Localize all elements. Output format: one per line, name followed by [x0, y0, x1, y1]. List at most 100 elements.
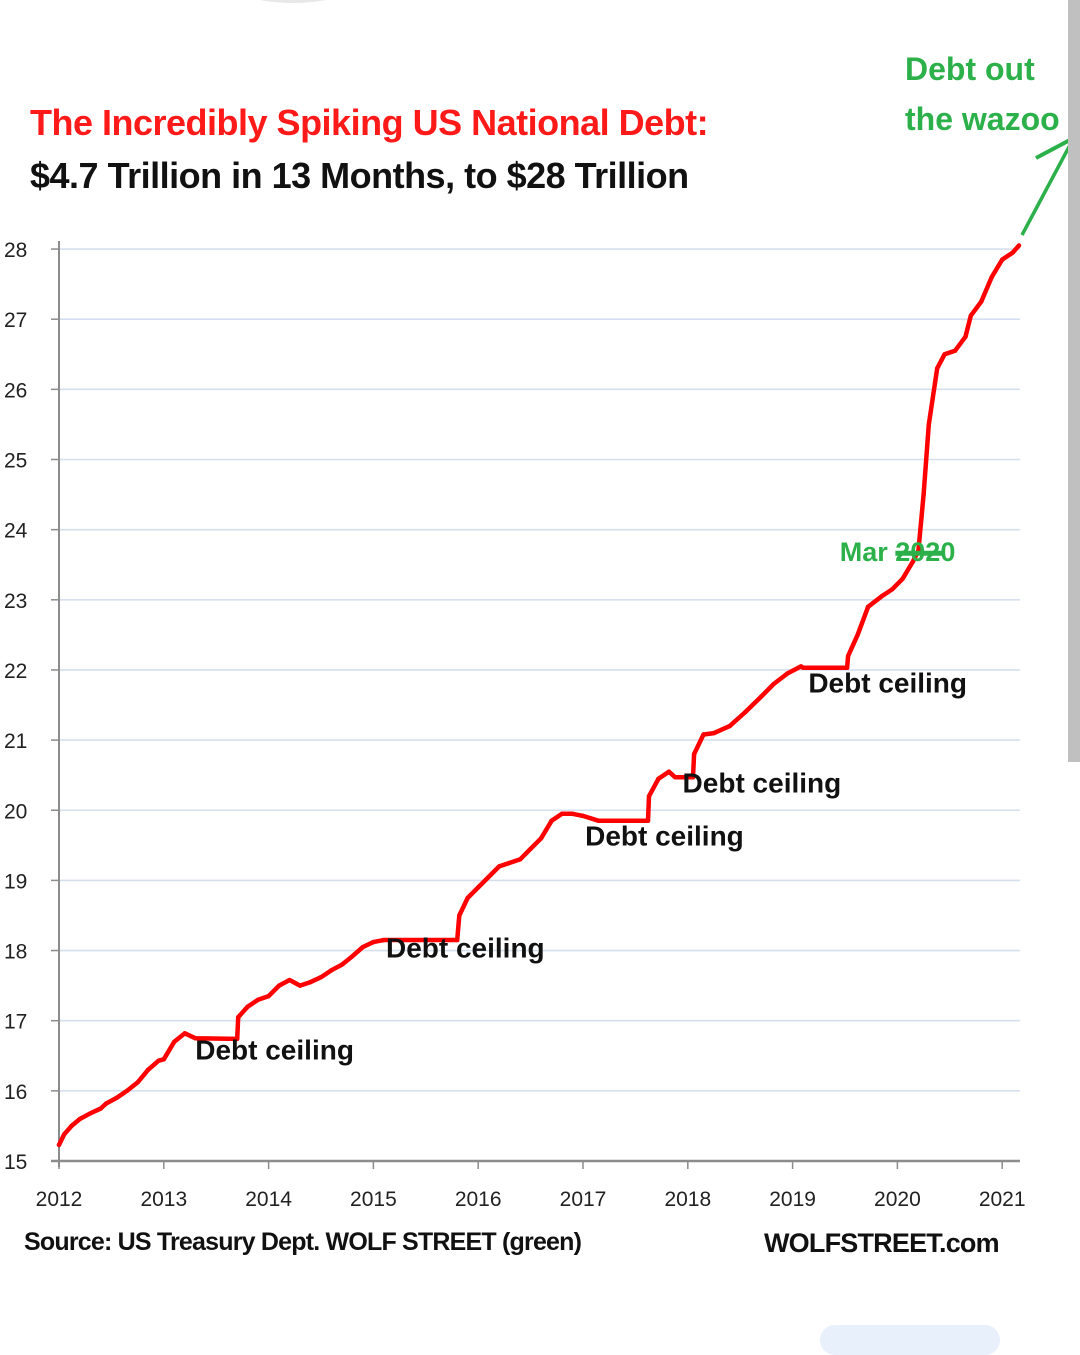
brand-text: WOLFSTREET.com	[764, 1228, 1000, 1258]
y-tick-label: 19	[4, 870, 27, 893]
series-layer	[56, 243, 1022, 1148]
data-point	[538, 836, 544, 841]
data-point	[691, 751, 697, 757]
data-point	[77, 1116, 83, 1122]
data-point	[1010, 250, 1015, 255]
data-point	[308, 979, 313, 985]
arrow-shaft	[1020, 144, 1072, 236]
y-tick-label: 20	[4, 800, 27, 823]
data-point	[889, 587, 895, 592]
y-tick-label: 15	[4, 1151, 27, 1174]
y-tick-label: 18	[4, 941, 27, 964]
data-point	[979, 299, 984, 304]
x-tick-label: 2014	[245, 1188, 292, 1211]
y-tick-label: 27	[4, 309, 27, 332]
data-point	[900, 576, 905, 581]
data-point	[182, 1031, 187, 1036]
data-point	[360, 944, 366, 950]
data-point	[297, 983, 303, 988]
data-point	[517, 857, 523, 862]
data-point	[476, 885, 481, 890]
y-tick-label: 16	[4, 1081, 27, 1104]
data-point	[800, 665, 806, 671]
x-tick-label: 2017	[560, 1188, 607, 1211]
data-point	[234, 1036, 240, 1042]
data-point	[879, 594, 884, 599]
chart-subtitle: $4.7 Trillion in 13 Months, to $28 Trill…	[30, 155, 689, 196]
data-point	[989, 274, 994, 280]
data-point	[743, 709, 748, 715]
annotations-layer: Debt ceiling Debt ceiling Debt ceiling Debt…	[195, 136, 1072, 1065]
data-point	[1000, 257, 1005, 262]
y-tick-label: 26	[4, 379, 27, 402]
data-point	[135, 1080, 140, 1085]
data-point	[580, 813, 586, 819]
annotation-debt-ceiling: Debt ceiling	[195, 1034, 354, 1065]
data-point	[701, 732, 706, 737]
bottom-pill-button[interactable]	[820, 1325, 1000, 1355]
data-point	[910, 559, 916, 564]
annotation-debt-ceiling: Debt ceiling	[386, 933, 545, 964]
data-point	[465, 895, 470, 901]
data-point	[329, 967, 334, 973]
data-point	[193, 1036, 198, 1041]
y-tick-label: 24	[4, 520, 28, 543]
data-point	[62, 1132, 67, 1137]
x-tick-label: 2016	[455, 1188, 502, 1211]
gridlines	[59, 248, 1020, 1092]
data-point	[507, 860, 512, 866]
y-tick-labels: 15 16 17 18 19 20 21 22 23 24 25 26 27 28	[4, 239, 28, 1174]
data-point	[845, 653, 851, 659]
x-tick-label: 2021	[979, 1188, 1026, 1211]
data-point	[172, 1039, 177, 1044]
data-point	[656, 776, 661, 781]
data-point	[455, 937, 460, 943]
y-tick-label: 23	[4, 590, 27, 613]
y-tick-label: 22	[4, 660, 27, 683]
data-point	[98, 1106, 104, 1111]
y-tick-label: 17	[4, 1011, 27, 1034]
data-point	[645, 818, 651, 823]
data-point	[921, 492, 926, 497]
scrollbar[interactable]	[1068, 0, 1080, 762]
y-tick-label: 21	[4, 730, 27, 753]
data-point	[952, 348, 958, 353]
data-point	[350, 953, 355, 959]
data-point	[727, 723, 732, 729]
annotation-line-1: Debt out	[905, 51, 1035, 87]
data-point	[785, 671, 790, 676]
chart-title: The Incredibly Spiking US National Debt:	[30, 102, 709, 143]
data-point	[56, 1142, 62, 1148]
data-point	[266, 993, 271, 999]
data-point	[156, 1058, 161, 1063]
data-point	[276, 983, 282, 988]
data-point	[926, 422, 932, 427]
data-point	[673, 775, 678, 780]
data-point	[844, 665, 850, 671]
data-point	[549, 818, 554, 823]
x-tick-label: 2020	[874, 1188, 921, 1211]
data-point	[666, 769, 672, 774]
data-point	[287, 977, 292, 983]
data-point	[124, 1088, 130, 1094]
data-point	[559, 811, 565, 816]
annotation-debt-ceiling: Debt ceiling	[808, 667, 967, 698]
annotation-debt-out-the-wazoo: Debt out the wazoo	[905, 44, 1060, 144]
data-point	[646, 794, 652, 799]
data-point	[1016, 243, 1022, 248]
x-tick-label: 2019	[769, 1188, 816, 1211]
data-point	[570, 811, 575, 816]
data-point	[942, 352, 947, 357]
data-point	[968, 313, 973, 318]
data-point	[596, 818, 601, 823]
x-tick-label: 2015	[350, 1188, 397, 1211]
data-point	[318, 975, 324, 980]
data-point	[528, 846, 533, 852]
data-point	[690, 775, 696, 780]
data-point	[69, 1123, 74, 1129]
data-point	[855, 632, 860, 638]
data-point	[963, 334, 968, 339]
data-point	[865, 604, 871, 610]
annotation-line-2: the wazoo	[905, 101, 1060, 137]
wazoo-arrow-icon	[1020, 136, 1072, 236]
